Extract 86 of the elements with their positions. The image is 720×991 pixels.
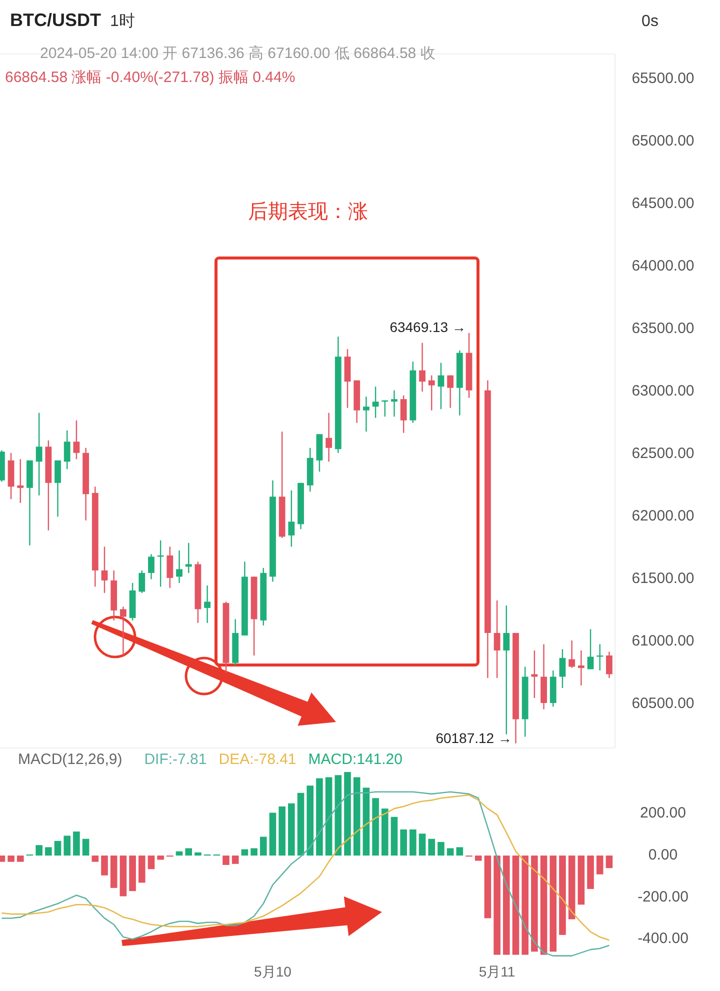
y-tick-label: 61000.00 [632, 632, 694, 650]
bar [578, 856, 585, 905]
bar [502, 856, 510, 955]
annotation: 后期表现：涨 [248, 201, 368, 223]
y-tick-label: 0.00 [648, 846, 678, 864]
bar [596, 856, 604, 874]
annotation: 60187.12 → [436, 730, 512, 746]
bar [101, 856, 108, 876]
bar [550, 856, 557, 952]
bar [16, 856, 24, 862]
bar [540, 856, 548, 955]
bar [278, 806, 286, 856]
bar [446, 848, 454, 856]
chart-subtitle: 2024-05-20 14:00 开 67136.36 高 67160.00 低 66864.58 收 [40, 45, 436, 62]
chart-title: BTC/USDT [10, 10, 101, 30]
bar [325, 777, 332, 856]
bar [194, 852, 202, 856]
legend: MACD(12,26,9) DIF:-7.81 DEA:-78.41 MACD:141.20 [18, 750, 402, 768]
annotation: 66864.58 涨幅 -0.40%(-271.78) 振幅 0.44% [5, 69, 296, 86]
y-tick-label: 65000.00 [632, 132, 694, 150]
bar [8, 856, 14, 862]
y-tick-label: 64500.00 [632, 195, 694, 212]
bar [148, 856, 155, 870]
text: 0s [642, 13, 658, 30]
bar [587, 856, 594, 889]
bar [250, 848, 258, 856]
bar [129, 856, 136, 892]
bar [306, 786, 314, 856]
bar [438, 842, 444, 856]
bar [73, 832, 80, 856]
bar [176, 851, 183, 856]
bar [494, 856, 500, 955]
bar [185, 848, 192, 856]
bar [92, 856, 99, 862]
bar [297, 792, 304, 856]
y-tick-label: 200.00 [640, 804, 686, 822]
bar [456, 847, 464, 856]
bar [157, 856, 164, 860]
bar [64, 836, 71, 856]
y-tick-label: 60500.00 [632, 695, 694, 712]
bar [531, 856, 538, 952]
y-tick-label: 64000.00 [632, 258, 694, 275]
bar [606, 856, 613, 868]
bar [484, 856, 492, 918]
y-tick-label: 65500.00 [632, 70, 694, 87]
bar [82, 838, 90, 856]
bar [138, 856, 146, 883]
bar [54, 840, 62, 856]
bar [418, 834, 426, 856]
text: 1时 [110, 12, 135, 30]
y-tick-label: -200.00 [638, 888, 688, 906]
y-tick-label: 61500.00 [632, 570, 694, 588]
bar [316, 778, 323, 856]
bar [241, 849, 248, 856]
x-tick-label: 5月11 [478, 964, 516, 980]
bar [400, 829, 407, 856]
bar [410, 829, 416, 856]
annotation: 63469.13 → [390, 319, 466, 335]
x-tick-label: 5月10 [254, 964, 292, 980]
bar [372, 798, 379, 856]
bar [232, 856, 239, 864]
bar [110, 856, 118, 888]
bar [568, 856, 576, 920]
bar [474, 856, 482, 861]
bar [362, 788, 370, 856]
bar [428, 838, 436, 856]
bar [222, 856, 230, 865]
bar [559, 856, 566, 935]
y-tick-label: -400.00 [638, 930, 688, 948]
bar [120, 856, 127, 896]
bar [269, 812, 276, 856]
bar [36, 845, 42, 856]
bar [390, 816, 398, 856]
y-tick-label: 63500.00 [632, 320, 694, 338]
bar [353, 777, 360, 856]
bar [288, 803, 295, 856]
y-tick-label: 62000.00 [632, 508, 694, 525]
bar [334, 775, 342, 856]
bar [522, 856, 528, 955]
bar [45, 847, 52, 856]
bar [381, 808, 388, 856]
bar [512, 856, 520, 955]
bar [344, 772, 351, 856]
bar [260, 836, 267, 856]
y-tick-label: 63000.00 [632, 382, 694, 400]
y-tick-label: 62500.00 [632, 445, 694, 462]
